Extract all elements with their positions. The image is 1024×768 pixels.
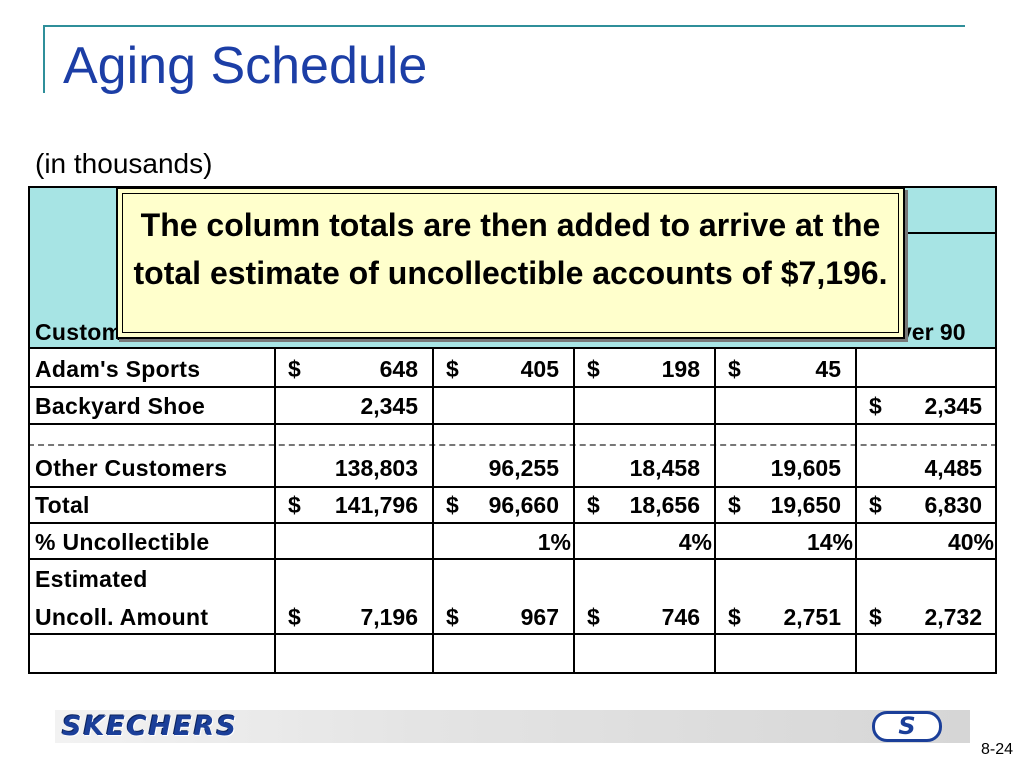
cell-dollar: $ (446, 604, 459, 630)
row-rule (28, 423, 997, 425)
header-bottom-rule (28, 347, 997, 349)
cell-value: 19,650 (770, 492, 841, 518)
cell-value: 138,803 (334, 455, 418, 481)
callout-box: The column totals are then added to arri… (116, 187, 905, 339)
cell-dollar: $ (288, 356, 301, 382)
cell-value: 4% (678, 529, 712, 555)
row-label: Other Customers (35, 455, 228, 481)
callout-inner-border (122, 193, 899, 333)
title-rule-top (43, 25, 965, 27)
header-over-90-partial: ver 90 (899, 319, 966, 345)
cell-dollar: $ (288, 604, 301, 630)
cell-value: 2,751 (783, 604, 841, 630)
table-border-bottom (28, 672, 997, 674)
row-label: % Uncollectible (35, 529, 210, 555)
cell-dollar: $ (587, 356, 600, 382)
s-logo-icon: S (872, 711, 942, 742)
cell-dollar: $ (587, 604, 600, 630)
cell-dollar: $ (869, 604, 882, 630)
slide-subtitle: (in thousands) (35, 148, 213, 179)
cell-value: 14% (806, 529, 853, 555)
cell-value: 40% (947, 529, 994, 555)
cell-value: 18,656 (629, 492, 700, 518)
cell-dollar: $ (288, 492, 301, 518)
cell-value: 1% (537, 529, 571, 555)
cell-value: 96,660 (488, 492, 559, 518)
cell-dollar: $ (728, 356, 741, 382)
row-rule (28, 486, 997, 488)
cell-value: 96,255 (488, 455, 559, 481)
cell-value: 45 (815, 356, 841, 382)
cell-value: 198 (661, 356, 700, 382)
column-rule (432, 349, 434, 674)
column-rule (274, 349, 276, 674)
skechers-logo: SKECHERS (62, 711, 238, 742)
row-separator-dashed (28, 444, 997, 446)
cell-value: 4,485 (924, 455, 982, 481)
table-border-right (995, 186, 997, 674)
title-rule-left (43, 25, 45, 93)
row-label: Total (35, 492, 90, 518)
cell-dollar: $ (869, 492, 882, 518)
footer-bar (55, 710, 970, 743)
column-rule (714, 349, 716, 674)
cell-value: 18,458 (629, 455, 700, 481)
row-label-line-1: Estimated (35, 566, 148, 592)
table-border-left (28, 186, 30, 674)
row-rule (28, 558, 997, 560)
row-rule (28, 522, 997, 524)
column-rule (855, 349, 857, 674)
cell-dollar: $ (728, 604, 741, 630)
cell-value: 2,732 (924, 604, 982, 630)
row-label: Adam's Sports (35, 356, 201, 382)
row-rule (28, 633, 997, 635)
cell-value: 2,345 (924, 393, 982, 419)
cell-dollar: $ (587, 492, 600, 518)
cell-dollar: $ (446, 492, 459, 518)
page-number: 8-24 (981, 741, 1014, 758)
cell-value: 7,196 (360, 604, 418, 630)
cell-value: 2,345 (360, 393, 418, 419)
cell-value: 19,605 (770, 455, 841, 481)
cell-value: 141,796 (334, 492, 418, 518)
header-customer-partial: Custom (35, 319, 123, 345)
callout-text: The column totals are then added to arri… (133, 207, 888, 291)
cell-value: 405 (520, 356, 559, 382)
cell-value: 746 (661, 604, 700, 630)
row-rule (28, 386, 997, 388)
cell-dollar: $ (446, 356, 459, 382)
cell-dollar: $ (869, 393, 882, 419)
cell-dollar: $ (728, 492, 741, 518)
row-label: Backyard Shoe (35, 393, 206, 419)
slide-title: Aging Schedule (63, 37, 428, 95)
cell-value: 6,830 (924, 492, 982, 518)
header-divider (856, 232, 997, 234)
cell-value: 648 (379, 356, 418, 382)
row-label-line-2: Uncoll. Amount (35, 604, 209, 630)
column-rule (573, 349, 575, 674)
cell-value: 967 (520, 604, 559, 630)
